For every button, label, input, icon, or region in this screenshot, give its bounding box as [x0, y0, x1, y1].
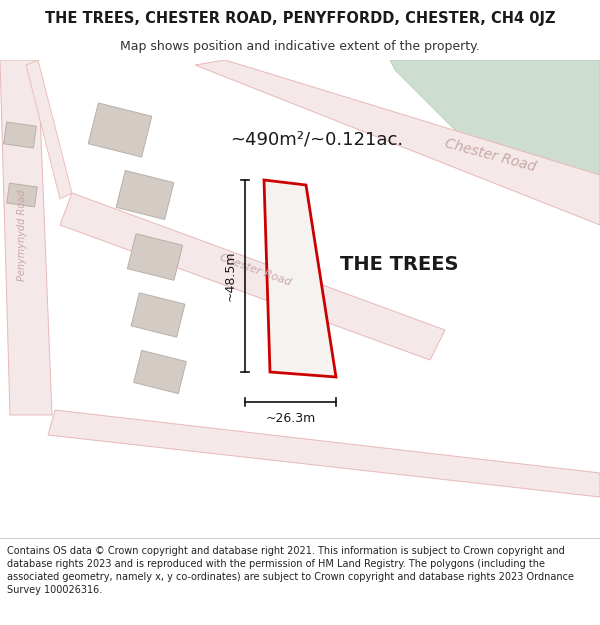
Text: THE TREES: THE TREES [340, 256, 458, 274]
Text: Chester Road: Chester Road [218, 253, 292, 288]
Text: ~490m²/~0.121ac.: ~490m²/~0.121ac. [230, 131, 403, 149]
Text: ~26.3m: ~26.3m [265, 412, 316, 425]
Text: Chester Road: Chester Road [443, 136, 537, 174]
Text: THE TREES, CHESTER ROAD, PENYFFORDD, CHESTER, CH4 0JZ: THE TREES, CHESTER ROAD, PENYFFORDD, CHE… [45, 11, 555, 26]
Polygon shape [131, 293, 185, 337]
Polygon shape [88, 103, 152, 157]
Text: ~48.5m: ~48.5m [224, 251, 237, 301]
Text: Map shows position and indicative extent of the property.: Map shows position and indicative extent… [120, 40, 480, 53]
Polygon shape [48, 410, 600, 497]
Polygon shape [116, 171, 174, 219]
Polygon shape [264, 180, 336, 377]
Text: Contains OS data © Crown copyright and database right 2021. This information is : Contains OS data © Crown copyright and d… [7, 546, 574, 596]
Polygon shape [127, 234, 182, 280]
Text: Penymynydd Road: Penymynydd Road [17, 189, 27, 281]
Polygon shape [0, 60, 52, 415]
Polygon shape [7, 183, 37, 207]
Polygon shape [26, 60, 72, 199]
Polygon shape [390, 60, 600, 190]
Polygon shape [134, 351, 187, 394]
Polygon shape [4, 122, 37, 148]
Polygon shape [195, 60, 600, 225]
Polygon shape [60, 193, 445, 360]
